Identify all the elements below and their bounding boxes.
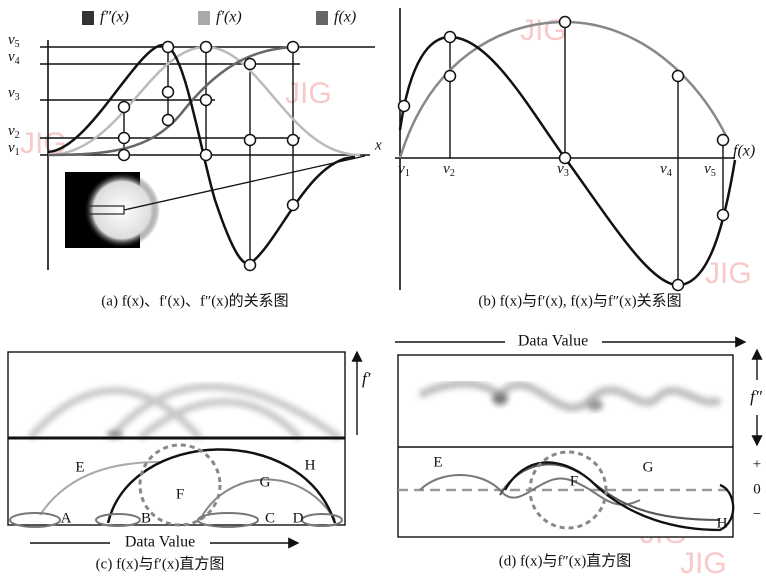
watermark: JIG: [705, 257, 752, 290]
label-base: v: [443, 161, 450, 177]
peak-label: D: [293, 510, 304, 526]
label-base: v: [8, 49, 15, 65]
level-label: v4: [8, 49, 20, 67]
label-sub: 1: [405, 168, 410, 179]
label-base: v: [8, 32, 15, 48]
label-base: v: [8, 85, 15, 101]
axis-title: Data Value: [125, 534, 195, 551]
legend-swatch: [316, 11, 328, 25]
sign-label: +: [753, 456, 761, 472]
panel-d: [395, 336, 763, 538]
region-label: H: [717, 515, 728, 531]
label-sub: 4: [667, 168, 672, 179]
legend-label: f″(x): [100, 9, 129, 26]
panel-a: [40, 11, 375, 272]
region-label: E: [75, 459, 84, 475]
axis-label: f′: [362, 369, 371, 388]
caption: (c) f(x)与f′(x)直方图: [96, 555, 225, 572]
axis-label: f″: [750, 387, 763, 406]
label-base: v: [8, 140, 15, 156]
curve-h: [504, 461, 735, 532]
caption: (d) f(x)与f″(x)直方图: [499, 552, 631, 569]
label-base: v: [557, 161, 564, 177]
label-sub: 2: [15, 130, 20, 141]
region-label: E: [433, 454, 442, 470]
sign-label: 0: [753, 481, 761, 497]
legend-label: f′(x): [216, 9, 242, 26]
tick-label: v2: [443, 161, 455, 179]
curve-f: [47, 45, 301, 157]
inset-image: [65, 155, 366, 248]
axis-label: x: [374, 137, 382, 153]
region-f: [528, 450, 608, 530]
tick-label: v3: [557, 161, 569, 179]
arc-h: [106, 448, 337, 524]
peaks: [9, 512, 343, 528]
label-sub: 5: [15, 39, 20, 50]
label-base: v: [704, 161, 711, 177]
level-label: v3: [8, 85, 20, 103]
watermark: JIG: [520, 14, 567, 47]
caption: (a) f(x)、f′(x)、f″(x)的关系图: [101, 292, 288, 309]
label-sub: 4: [15, 56, 20, 67]
label-sub: 5: [711, 168, 716, 179]
watermark: JIG: [285, 77, 332, 110]
panel-b: [395, 8, 737, 292]
histogram-density: [27, 383, 343, 441]
region-label: H: [305, 457, 316, 473]
legend-label: f(x): [334, 9, 356, 26]
region-label: F: [176, 486, 184, 502]
label-sub: 3: [564, 168, 569, 179]
region-label: G: [643, 459, 654, 475]
sign-label: −: [753, 506, 761, 522]
level-label: v5: [8, 32, 20, 50]
peak-label: A: [61, 510, 72, 526]
watermark: JIG: [680, 547, 727, 576]
label-base: v: [8, 123, 15, 139]
region-label: F: [570, 473, 578, 489]
peak-label: B: [141, 510, 151, 526]
curve-label: f(x): [733, 143, 755, 160]
label-base: v: [398, 161, 405, 177]
histogram-density: [418, 379, 722, 412]
axis-title: Data Value: [518, 333, 588, 350]
label-sub: 1: [15, 147, 20, 158]
curve-f2: [47, 43, 356, 265]
level-label: v2: [8, 123, 20, 141]
label-base: v: [660, 161, 667, 177]
guide-lines: [449, 22, 724, 285]
tick-label: v5: [704, 161, 716, 179]
region-f: [138, 443, 222, 527]
label-sub: 3: [15, 92, 20, 103]
peak-label: C: [265, 510, 275, 526]
region-label: G: [260, 474, 271, 490]
legend-swatch: [198, 11, 210, 25]
panel-c: [7, 350, 363, 549]
caption: (b) f(x)与f′(x), f(x)与f″(x)关系图: [478, 292, 681, 309]
tick-label: v1: [398, 161, 410, 179]
legend-swatch: [82, 11, 94, 25]
tick-label: v4: [660, 161, 672, 179]
arc-g: [199, 478, 336, 521]
level-label: v1: [8, 140, 20, 158]
nodes: [117, 40, 300, 272]
label-sub: 2: [450, 168, 455, 179]
nodes: [397, 15, 730, 292]
